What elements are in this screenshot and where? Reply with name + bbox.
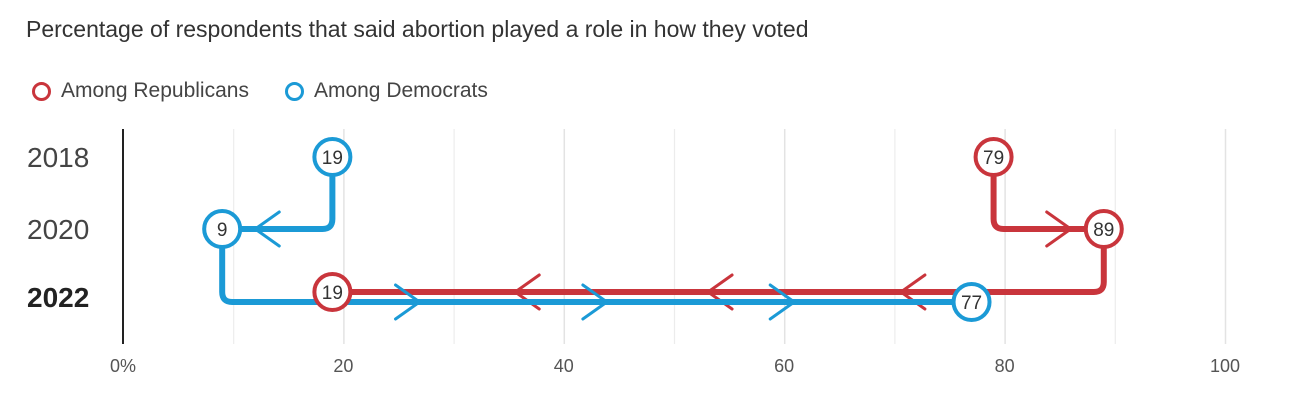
arrowhead (581, 283, 609, 321)
data-label: 79 (983, 148, 1004, 169)
legend-label-democrats: Among Democrats (313, 79, 488, 102)
row-label-2020: 2020 (27, 214, 89, 245)
data-label: 9 (217, 220, 228, 241)
data-label: 89 (1093, 220, 1114, 241)
legend-label-republicans: Among Republicans (61, 79, 249, 102)
series-line-0-seg2 (350, 247, 1107, 295)
point-marker-republicans-2018 (973, 137, 1014, 177)
legend-swatch-democrats (284, 81, 304, 101)
x-tick-label: 0% (110, 356, 136, 376)
x-tick-label: 100 (1210, 356, 1240, 376)
x-tick-label: 20 (333, 356, 353, 376)
legend: Among Republicans Among Democrats (32, 76, 524, 106)
series-line-1-seg1 (240, 175, 336, 232)
row-label-2022: 2022 (27, 282, 89, 313)
point-marker-republicans-2020 (1083, 209, 1124, 249)
legend-item-democrats: Among Democrats (284, 79, 488, 103)
arrowhead (253, 210, 281, 248)
row-label-2018: 2018 (27, 142, 89, 173)
point-marker-democrats-2022 (951, 282, 992, 322)
data-label: 77 (961, 293, 982, 314)
series-line-1-seg2 (219, 247, 954, 305)
chart-title: Percentage of respondents that said abor… (26, 16, 809, 42)
x-tick-label: 40 (554, 356, 574, 376)
data-label: 19 (322, 283, 343, 304)
point-marker-democrats-2020 (202, 209, 243, 249)
point-marker-democrats-2018 (312, 137, 353, 177)
legend-swatch-republicans (32, 81, 51, 101)
data-label: 19 (322, 148, 343, 169)
arrowhead (768, 283, 796, 321)
point-marker-republicans-2022 (312, 272, 353, 312)
arrowhead (394, 283, 422, 321)
x-tick-label: 60 (774, 356, 794, 376)
series-line-0-seg1 (990, 175, 1086, 232)
arrowhead (1045, 210, 1073, 248)
legend-item-republicans: Among Republicans (32, 79, 249, 103)
x-tick-label: 80 (995, 356, 1015, 376)
